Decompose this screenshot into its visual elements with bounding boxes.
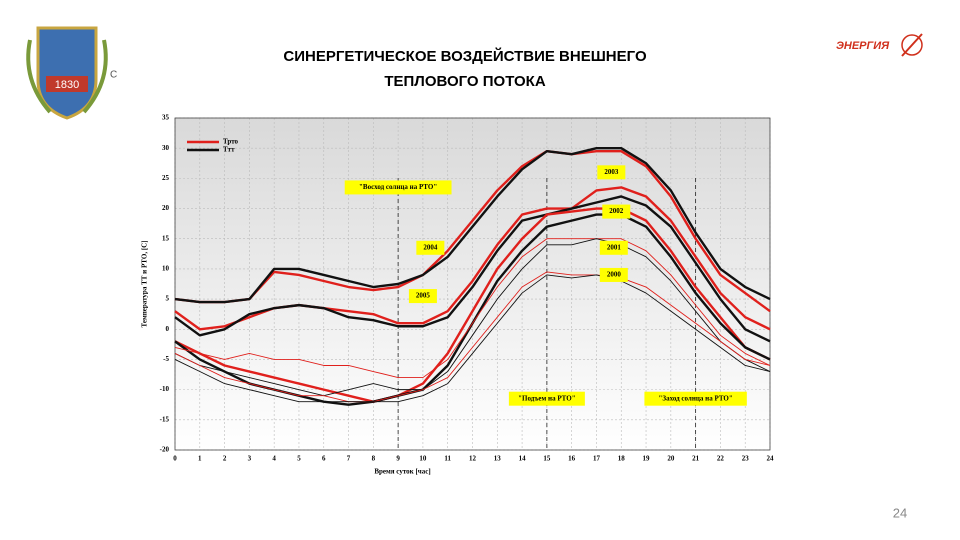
y-tick-label: 25 bbox=[162, 174, 170, 182]
y-tick-label: -15 bbox=[160, 415, 170, 423]
year-box bbox=[597, 165, 626, 180]
x-tick-label: 21 bbox=[692, 455, 700, 463]
y-tick-label: 0 bbox=[166, 325, 170, 333]
x-tick-label: 7 bbox=[347, 455, 351, 463]
event-box bbox=[508, 391, 585, 406]
x-tick-label: 16 bbox=[568, 455, 576, 463]
x-tick-label: 6 bbox=[322, 455, 326, 463]
logo-fragment: С bbox=[110, 70, 117, 81]
series-line bbox=[174, 274, 771, 403]
x-tick-label: 8 bbox=[372, 455, 376, 463]
series-line bbox=[174, 149, 771, 313]
series-line bbox=[174, 207, 771, 403]
event-box bbox=[644, 391, 747, 406]
x-tick-label: 20 bbox=[667, 455, 675, 463]
page-number: 24 bbox=[893, 505, 907, 520]
year-box bbox=[416, 240, 445, 255]
logo-text: ЭНЕРГИЯ bbox=[836, 40, 890, 52]
series-line bbox=[174, 238, 771, 379]
x-tick-label: 11 bbox=[444, 455, 451, 463]
title: СИНЕРГЕТИЧЕСКОЕ ВОЗДЕЙСТВИЕ ВНЕШНЕГО bbox=[283, 47, 647, 65]
y-tick-label: 10 bbox=[162, 265, 170, 273]
series-line bbox=[174, 146, 771, 304]
x-tick-label: 1 bbox=[198, 455, 202, 463]
year-label: 2001 bbox=[607, 243, 622, 251]
series-line bbox=[174, 271, 771, 403]
x-tick-label: 4 bbox=[272, 455, 276, 463]
logo-left: 1830 С bbox=[26, 26, 117, 120]
year-box bbox=[599, 240, 628, 255]
x-tick-label: 23 bbox=[742, 455, 750, 463]
series-line bbox=[174, 195, 771, 343]
legend-label: Трто bbox=[223, 138, 239, 146]
year-label: 2003 bbox=[604, 168, 619, 176]
plot-frame bbox=[174, 117, 771, 451]
year-label: 2000 bbox=[607, 271, 622, 279]
year-box bbox=[599, 267, 628, 282]
x-tick-label: 2 bbox=[223, 455, 227, 463]
x-tick-label: 13 bbox=[494, 455, 502, 463]
logo-right: ЭНЕРГИЯ bbox=[836, 33, 923, 57]
x-tick-label: 3 bbox=[248, 455, 252, 463]
x-tick-label: 24 bbox=[767, 455, 775, 463]
y-tick-label: 30 bbox=[162, 144, 170, 152]
x-tick-label: 17 bbox=[593, 455, 601, 463]
y-tick-label: 35 bbox=[162, 114, 170, 122]
event-label: "Восход солнца на РТО" bbox=[359, 183, 437, 191]
x-tick-label: 22 bbox=[717, 455, 725, 463]
x-tick-label: 19 bbox=[643, 455, 651, 463]
x-tick-label: 0 bbox=[173, 455, 177, 463]
year-label: 2005 bbox=[416, 292, 431, 300]
x-axis-label: Время суток [час] bbox=[374, 468, 430, 476]
y-tick-label: 5 bbox=[166, 295, 170, 303]
x-tick-label: 10 bbox=[419, 455, 427, 463]
x-tick-label: 12 bbox=[469, 455, 477, 463]
year-box bbox=[408, 289, 437, 304]
series-line bbox=[174, 238, 771, 397]
year-label: 2004 bbox=[423, 243, 438, 251]
y-axis-label: Температура ТТ и РТО, [С] bbox=[141, 240, 149, 327]
title: ТЕПЛОВОГО ПОТОКА bbox=[384, 73, 545, 90]
y-tick-label: 20 bbox=[162, 204, 170, 212]
year-label: 2002 bbox=[609, 207, 624, 215]
x-tick-label: 15 bbox=[543, 455, 551, 463]
y-tick-label: -10 bbox=[160, 385, 170, 393]
event-label: "Подъем на РТО" bbox=[518, 394, 576, 402]
x-tick-label: 18 bbox=[618, 455, 626, 463]
x-tick-label: 5 bbox=[297, 455, 301, 463]
x-tick-label: 14 bbox=[519, 455, 527, 463]
y-tick-label: 15 bbox=[162, 234, 170, 242]
logo-year: 1830 bbox=[55, 79, 79, 91]
x-tick-label: 9 bbox=[396, 455, 400, 463]
y-tick-label: -5 bbox=[163, 355, 169, 363]
year-box bbox=[602, 204, 631, 219]
legend-label: Ттт bbox=[223, 146, 235, 154]
event-box bbox=[344, 180, 452, 195]
event-label: "Заход солнца на РТО" bbox=[659, 394, 733, 402]
y-tick-label: -20 bbox=[160, 446, 170, 454]
